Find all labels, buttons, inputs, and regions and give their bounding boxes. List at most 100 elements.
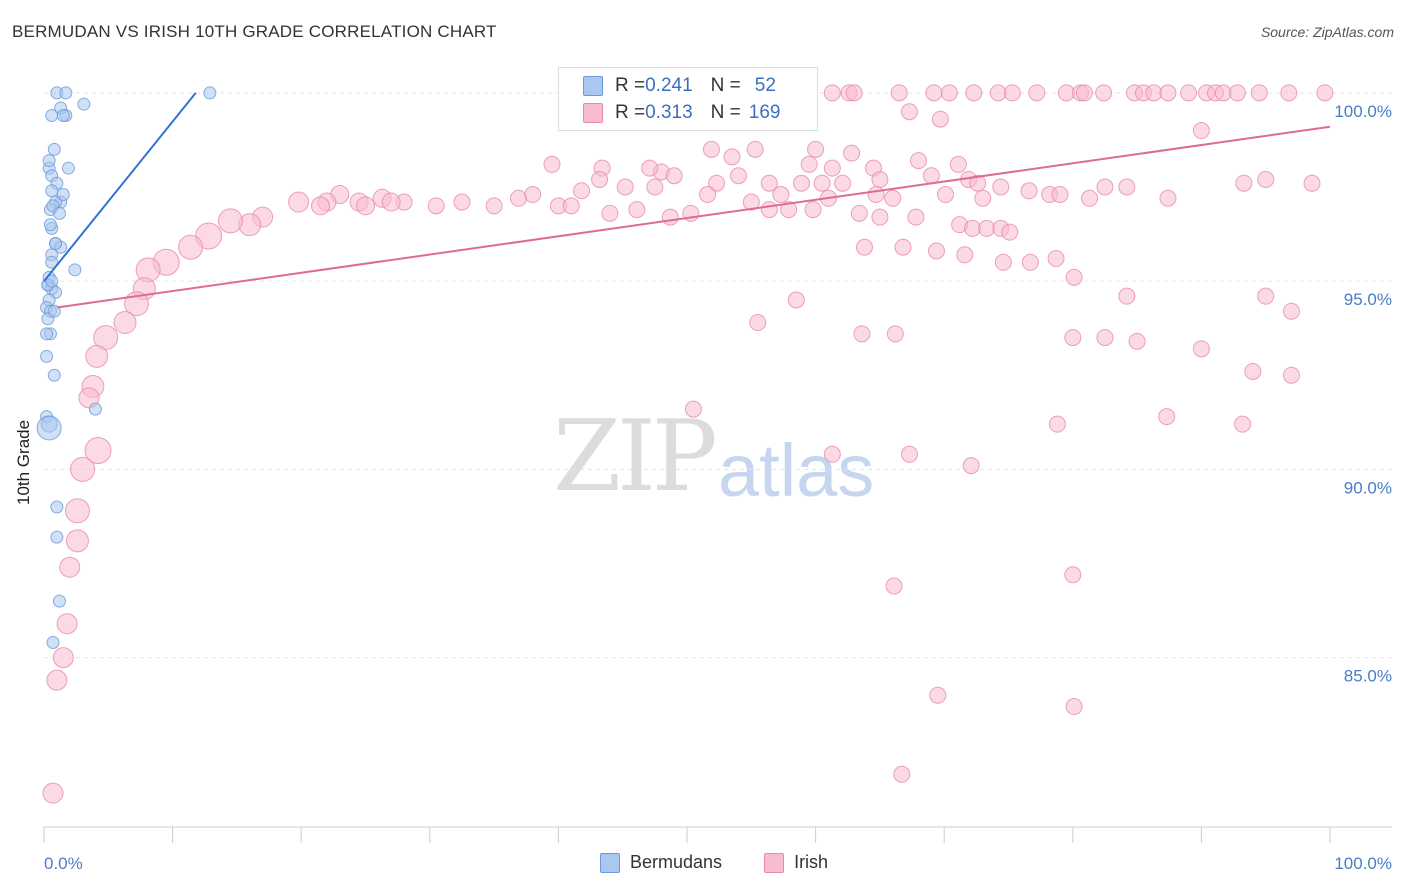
irish-point [749,314,767,332]
irish-point [800,155,818,173]
irish-point [807,140,825,158]
bermudans-trend-line [43,92,197,282]
bermudans-point [42,154,56,168]
watermark-atlas: atlas [718,429,875,512]
irish-point [929,686,947,704]
bermudans-point [45,184,59,198]
irish-point [804,201,822,219]
irish-point [1096,178,1114,196]
bermudans-point [61,161,75,175]
bermudans-point [45,255,59,269]
legend-item-bermudans[interactable]: Bermudans [600,852,722,873]
irish-point [992,178,1010,196]
bermudans-point [56,108,70,122]
irish-point [772,186,790,204]
y-tick-label: 85.0% [1344,667,1392,686]
irish-point [1159,84,1177,102]
irish-point [573,182,591,200]
legend-item-irish[interactable]: Irish [764,852,828,873]
irish-point [723,148,741,166]
irish-point [956,246,974,264]
bermudans-point [52,206,66,220]
irish-point [543,155,561,173]
irish-point [940,84,958,102]
irish-point [310,196,330,216]
irish-point [288,191,310,213]
irish-point [524,186,542,204]
r-value: 0.241 [645,75,693,96]
irish-point [886,325,904,343]
irish-point [963,219,981,237]
irish-point [1001,223,1019,241]
irish-point [699,186,717,204]
irish-point [1214,84,1232,102]
irish-point [962,457,980,475]
x-tick-label: 0.0% [44,854,83,873]
irish-point [616,178,634,196]
irish-point [1282,302,1300,320]
irish-point [1234,415,1252,433]
bermudans-point [50,530,64,544]
bermudans-point [45,108,59,122]
legend-label-irish: Irish [794,852,829,872]
irish-point [900,103,918,121]
bermudans-point [43,218,57,232]
irish-point [969,174,987,192]
irish-point [1257,287,1275,305]
irish-trend-line [56,125,1331,309]
irish-point [427,197,445,215]
irish-point [1316,84,1334,102]
y-axis-label: 10th Grade [14,419,33,505]
irish-point [813,174,831,192]
irish-point [823,445,841,463]
irish-point [1064,566,1082,584]
irish-point [927,242,945,260]
irish-point [684,400,702,418]
bermudans-swatch [583,76,603,96]
irish-point [1235,174,1253,192]
irish-point [936,186,954,204]
bermudans-point [45,274,59,288]
irish-point [1048,415,1066,433]
irish-point [85,344,109,368]
irish-point [562,197,580,215]
irish-point [59,556,81,578]
y-tick-label: 95.0% [1344,290,1392,309]
irish-point [760,201,778,219]
bermudans-point [88,402,102,416]
irish-point [974,189,992,207]
irish-point [646,178,664,196]
irish-point [1250,84,1268,102]
irish-point [70,456,96,482]
irish-point [1028,84,1046,102]
bermudans-point [40,327,54,341]
irish-point [661,208,679,226]
bermudans-point [203,86,217,100]
irish-point [356,196,375,216]
bermudans-point [52,594,66,608]
irish-point [760,174,778,192]
n-value: 169 [748,102,781,123]
irish-point [1020,182,1038,200]
irish-swatch [583,103,603,123]
irish-point [884,189,902,207]
irish-point [845,84,863,102]
irish-point [1051,186,1069,204]
chart-title: BERMUDAN VS IRISH 10TH GRADE CORRELATION… [12,22,497,41]
irish-point [922,167,940,185]
irish-point [178,234,204,260]
irish-point [1257,170,1275,188]
bermudans-point [59,86,73,100]
irish-point [894,238,912,256]
stats-legend: R = 0.241 N = 52 R = 0.313 N = 169 [558,67,818,131]
irish-point [1282,366,1300,384]
stats-row-irish: R = 0.313 N = 169 [583,101,780,125]
irish-point [1280,84,1298,102]
irish-point [113,311,137,335]
irish-point [1303,174,1321,192]
irish-point [742,193,760,211]
irish-point [1180,84,1198,102]
irish-point [907,208,925,226]
irish-point [1228,84,1246,102]
irish-point [1065,698,1083,716]
